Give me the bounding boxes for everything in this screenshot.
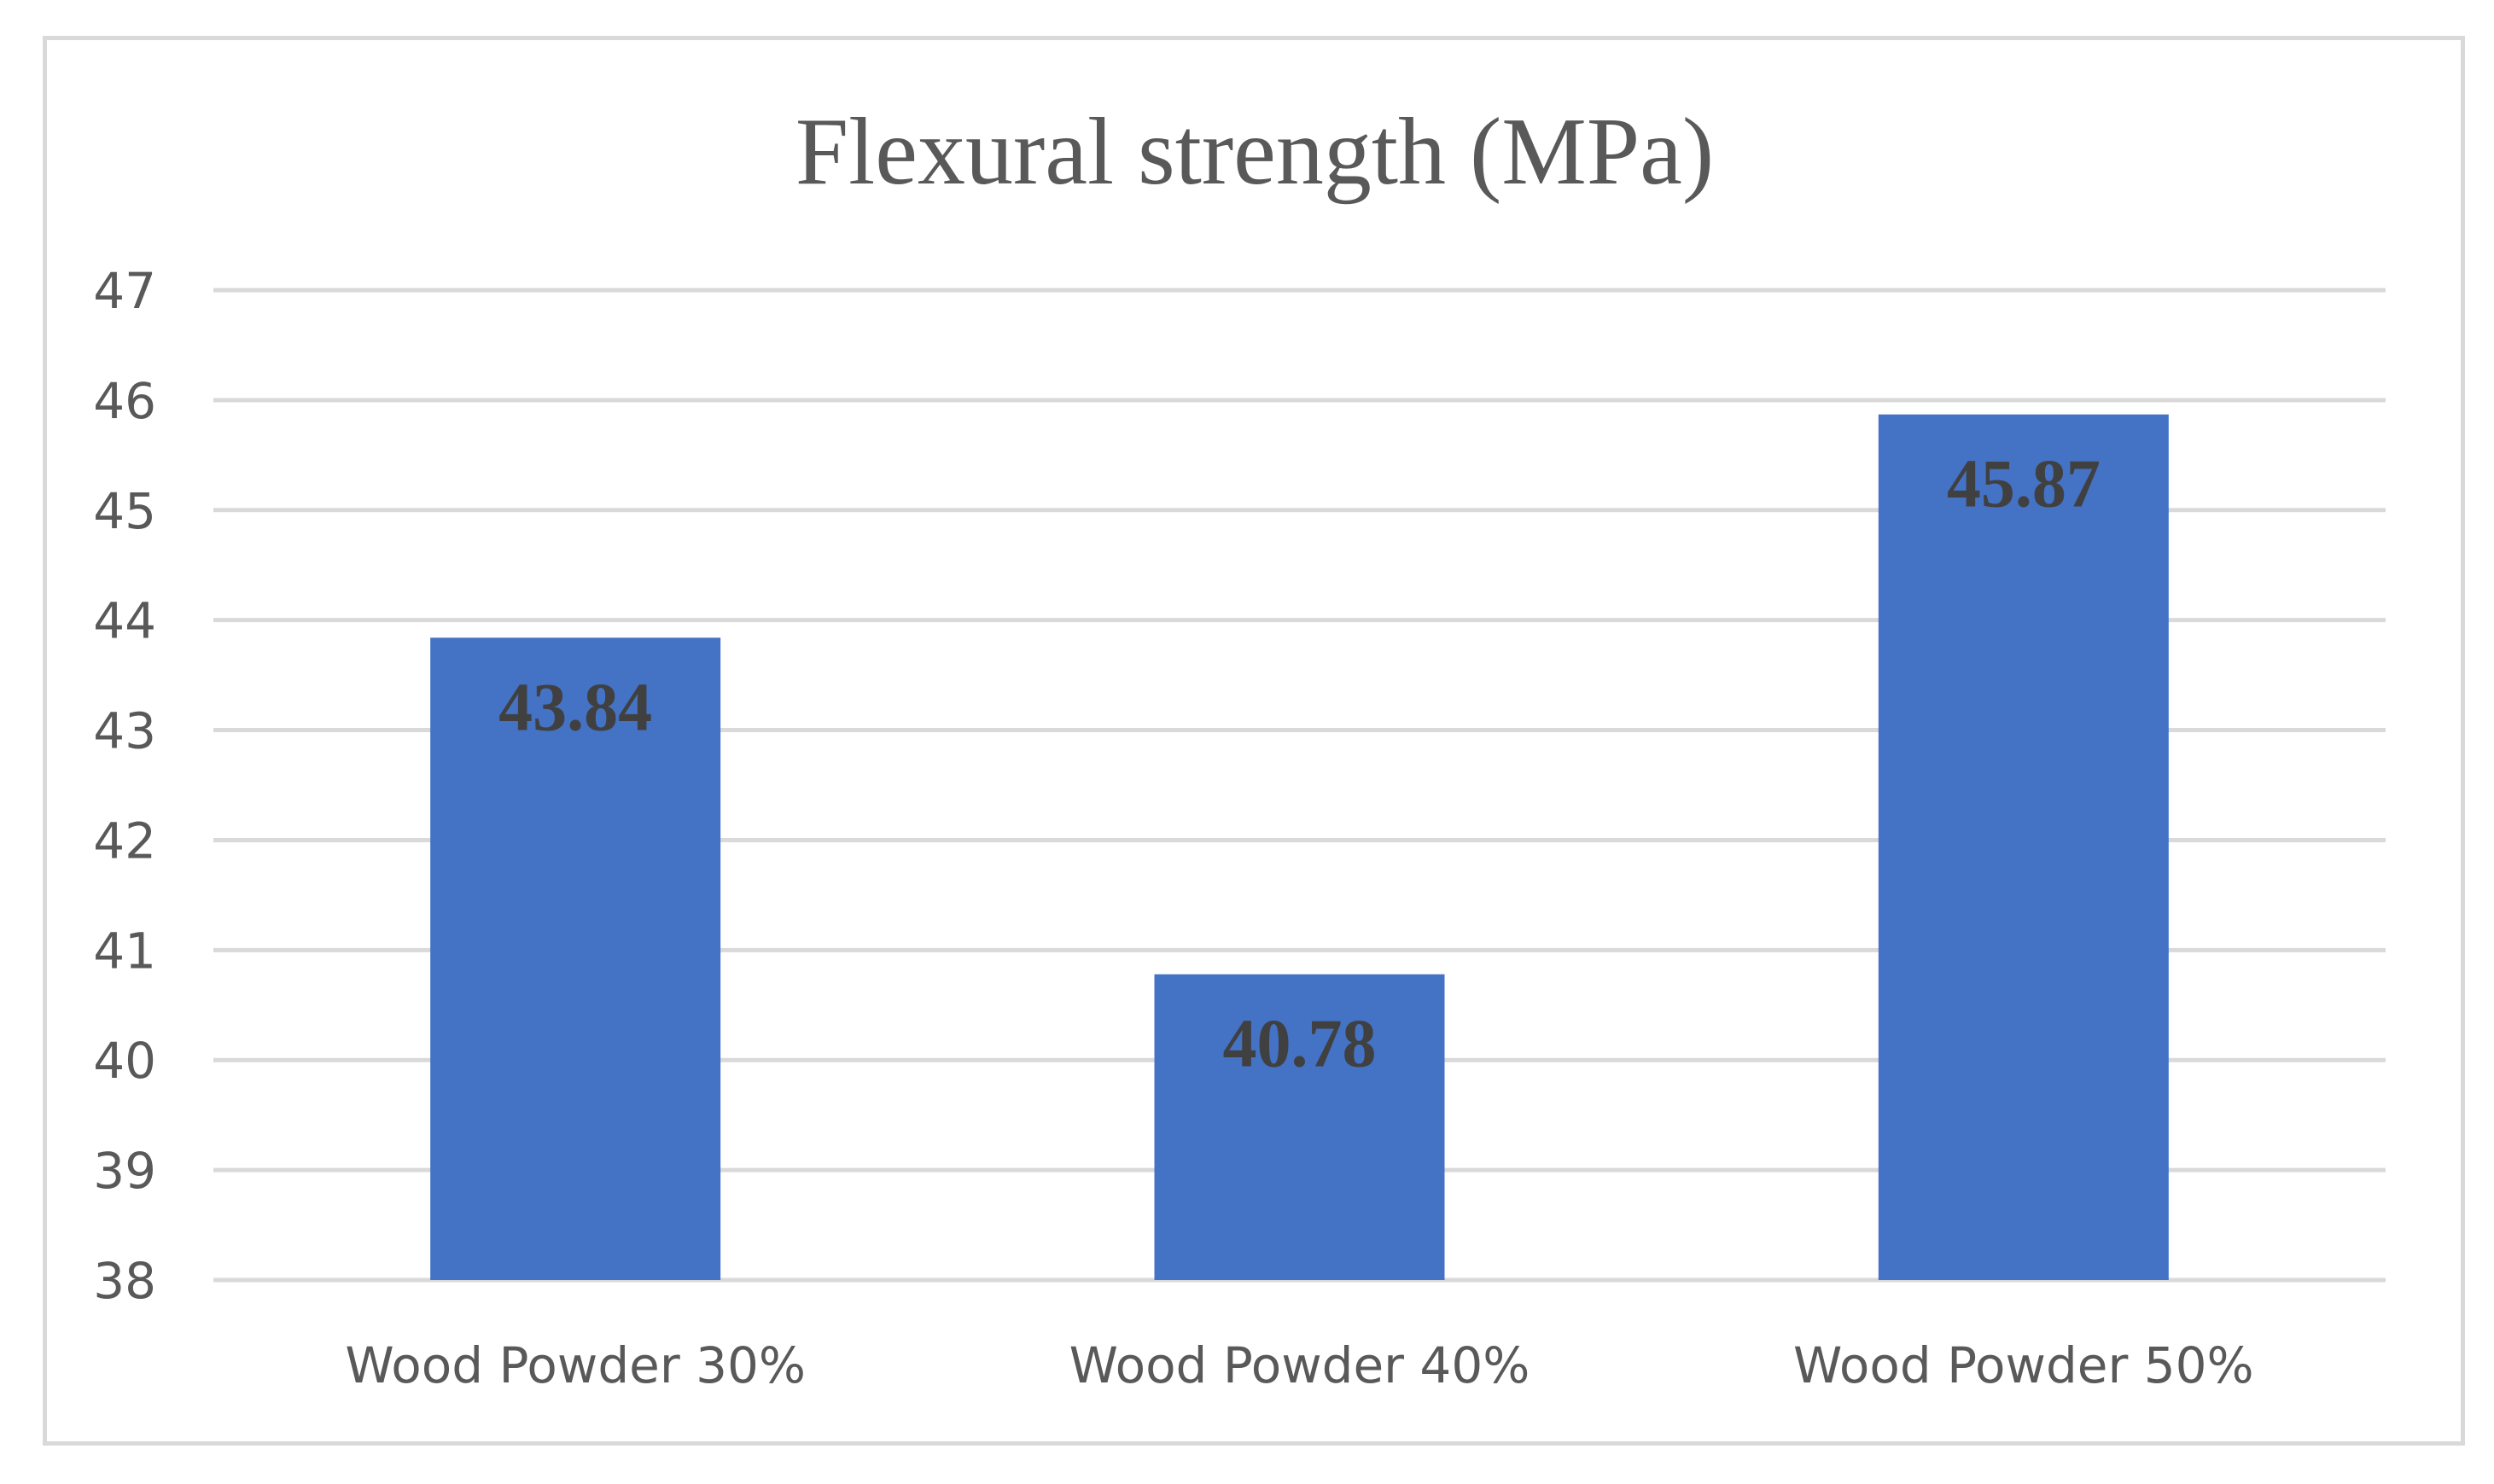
y-tick-label: 41	[93, 922, 156, 980]
bar	[1154, 974, 1445, 1280]
y-tick-label: 43	[93, 702, 156, 760]
x-axis-ticks: Wood Powder 30% Wood Powder 40% Wood Powde…	[345, 1336, 2253, 1394]
y-tick-label: 40	[93, 1032, 156, 1090]
data-label: 45.87	[1947, 447, 2101, 522]
y-axis-ticks: 38 39 40 41 42 43 44 45 46 47	[93, 262, 156, 1310]
x-tick-label: Wood Powder 40%	[1069, 1336, 1530, 1394]
y-tick-label: 46	[93, 372, 156, 430]
x-tick-label: Wood Powder 30%	[345, 1336, 806, 1394]
bar	[1878, 414, 2169, 1281]
data-labels: 43.84 40.78 45.87	[498, 447, 2101, 1082]
y-tick-label: 38	[93, 1252, 156, 1310]
data-label: 40.78	[1223, 1007, 1377, 1082]
y-tick-label: 39	[93, 1142, 156, 1200]
y-tick-label: 44	[93, 592, 156, 650]
y-tick-label: 45	[93, 482, 156, 540]
data-label: 43.84	[498, 670, 652, 745]
y-tick-label: 47	[93, 262, 156, 320]
chart-title: Flexural strength (MPa)	[795, 99, 1714, 205]
bars	[430, 414, 2169, 1281]
x-tick-label: Wood Powder 50%	[1793, 1336, 2254, 1394]
y-tick-label: 42	[93, 812, 156, 870]
bar	[430, 637, 721, 1280]
